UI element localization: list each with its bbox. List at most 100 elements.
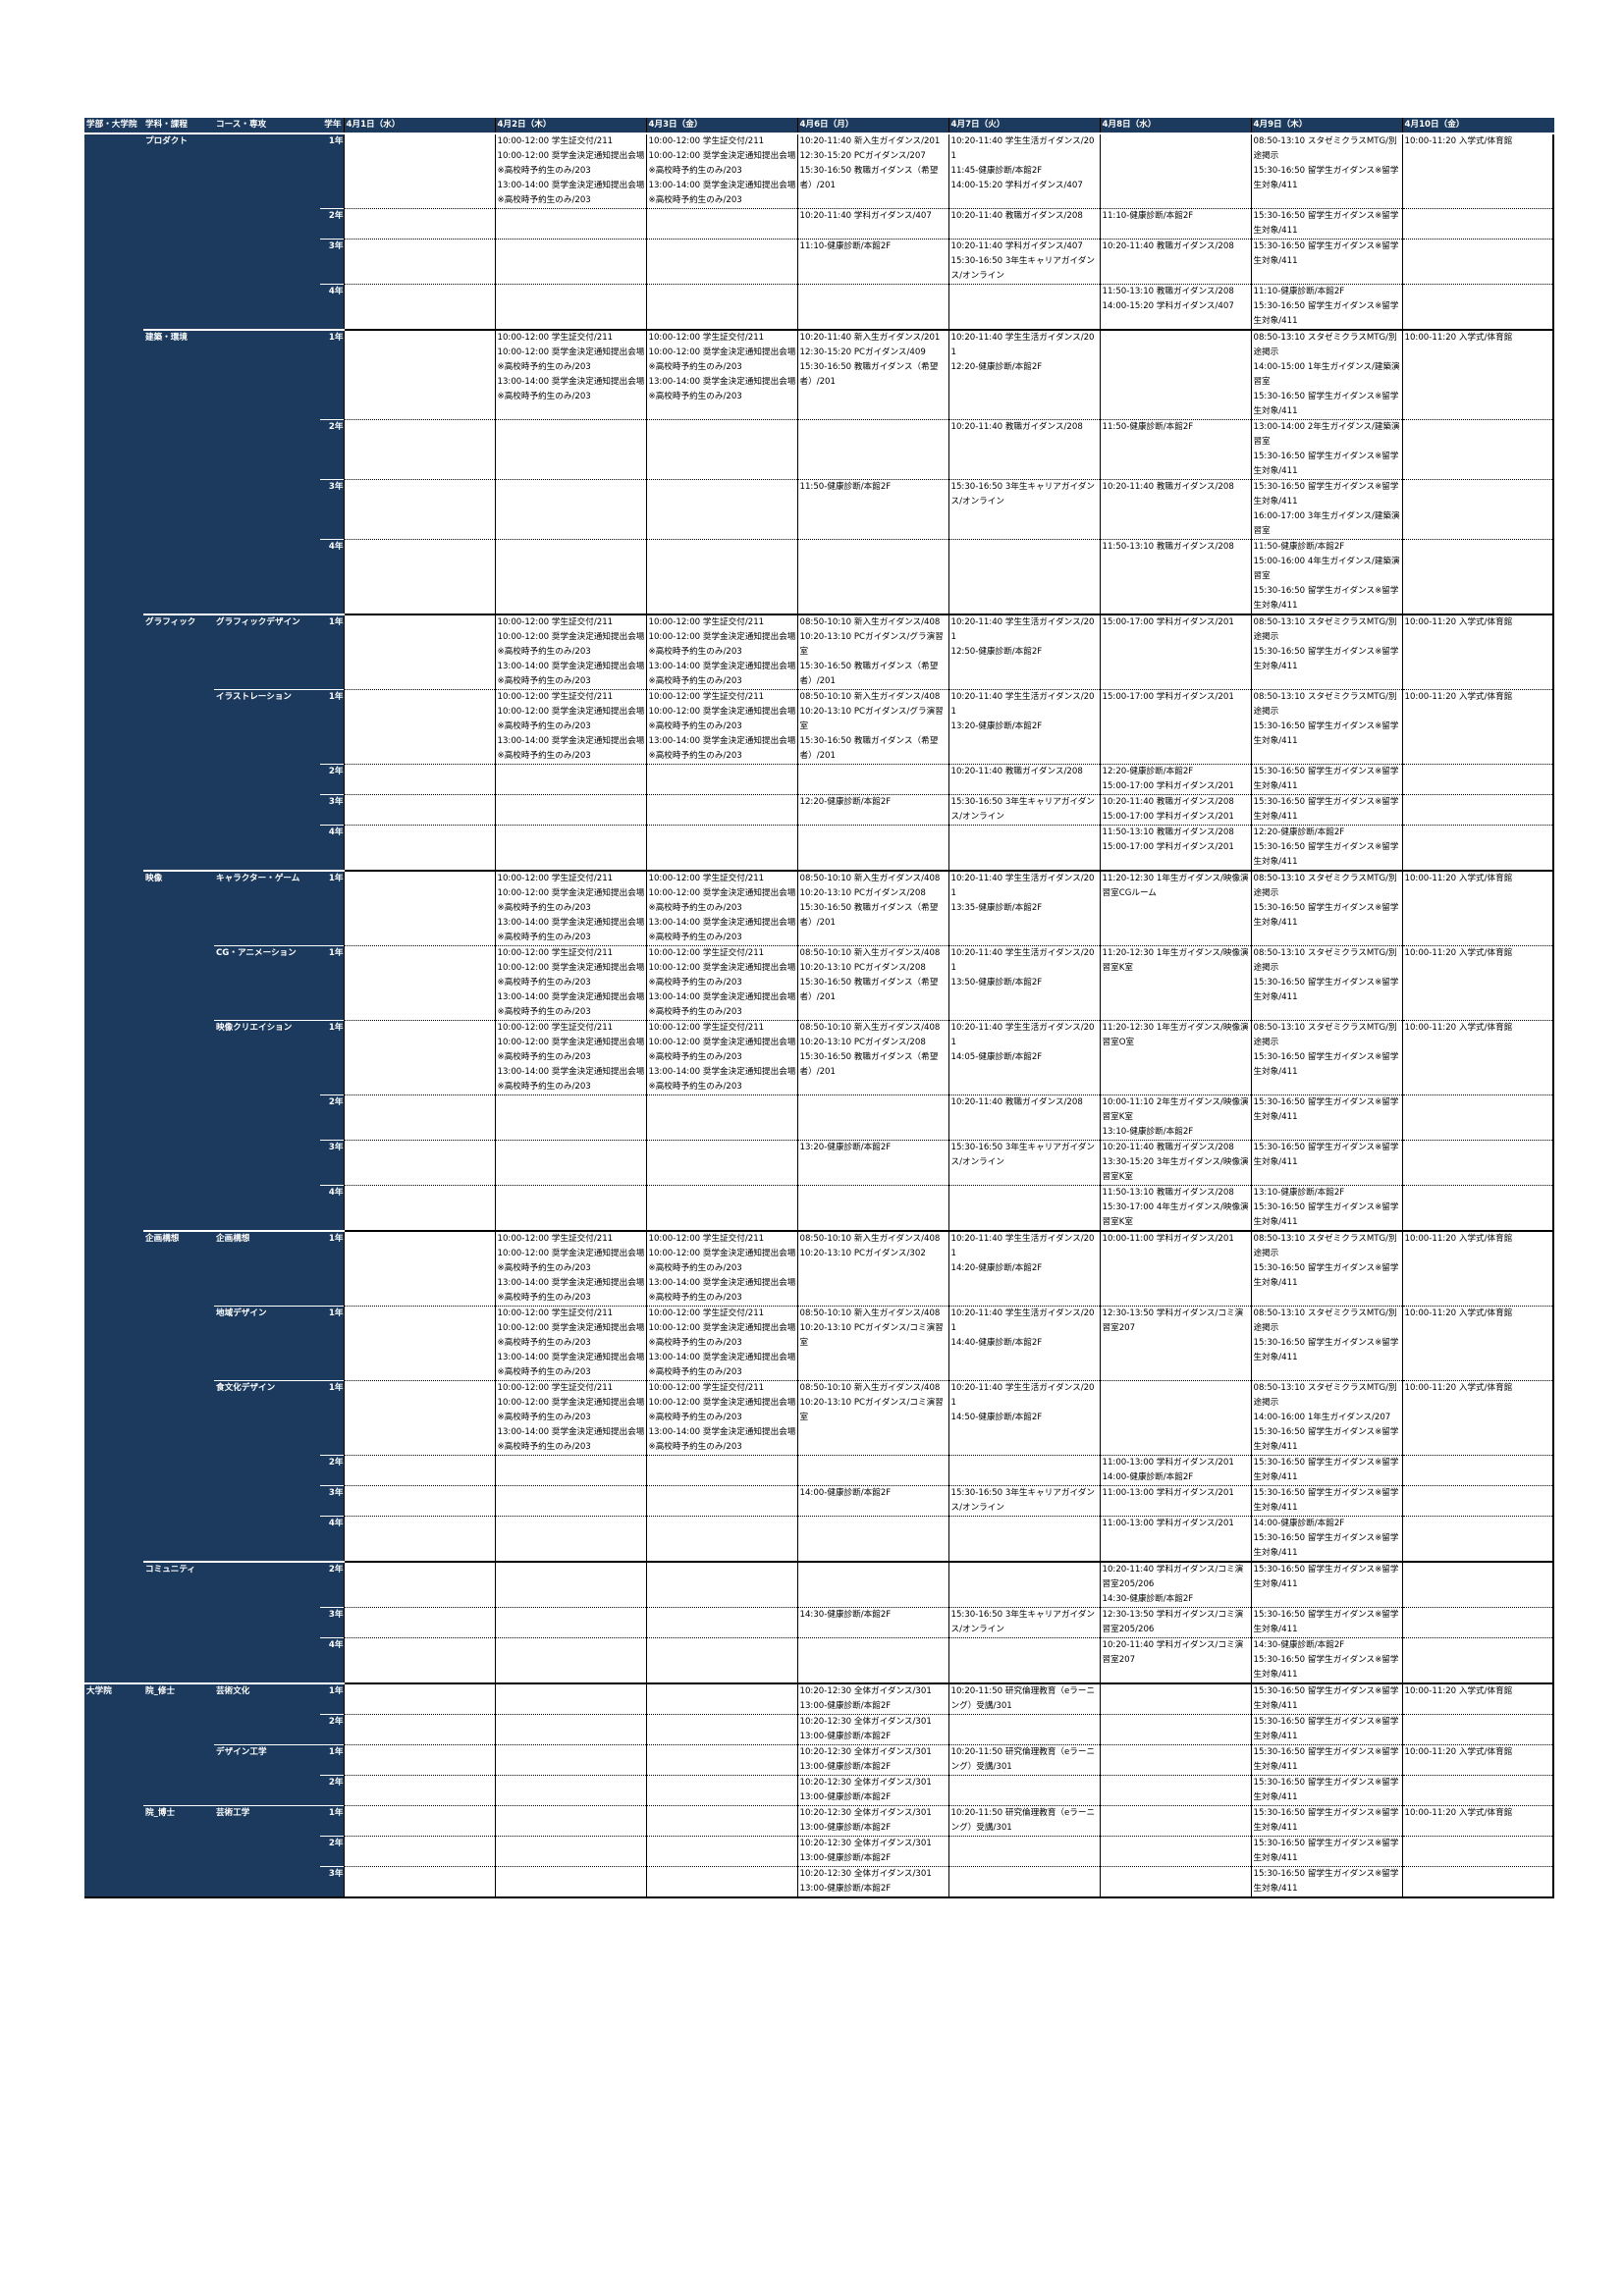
schedule-cell bbox=[645, 1561, 797, 1608]
schedule-event: 10:20-11:40 学生生活ガイダンス/201 bbox=[950, 1234, 1095, 1258]
schedule-row: イラストレーション 1年 10:00-12:00 学生証交付/211 10:00-1… bbox=[84, 689, 1554, 765]
school-label bbox=[84, 1805, 143, 1837]
year-label: 1年 bbox=[320, 1020, 344, 1095]
schedule-cell: 08:50-13:10 スタゼミクラスMTG/別途掲示 15:30-16:50 留… bbox=[1250, 1230, 1402, 1307]
dept-label bbox=[143, 1020, 214, 1095]
schedule-cell: 11:50-13:10 教職ガイダンス/208 14:00-15:20 学科ガイダ… bbox=[1099, 284, 1251, 330]
schedule-cell: 15:30-16:50 留学生ガイダンス※留学生対象/411 bbox=[1250, 1140, 1402, 1186]
schedule-event: 10:20-11:40 学生生活ガイダンス/201 bbox=[950, 1023, 1095, 1047]
schedule-cell bbox=[1099, 133, 1251, 209]
schedule-cell bbox=[645, 1140, 797, 1186]
schedule-row: 2年 10:20-12:30 全体ガイダンス/301 13:00-健康診断/本館2… bbox=[84, 1714, 1554, 1745]
schedule-event: 08:50-13:10 スタゼミクラスMTG/別途掲示 bbox=[1253, 333, 1397, 357]
dept-label bbox=[143, 689, 214, 765]
schedule-cell bbox=[1099, 1836, 1251, 1867]
schedule-event: 10:00-11:20 入学式/体育館 bbox=[1404, 1686, 1513, 1696]
dept-label bbox=[143, 764, 214, 795]
schedule-event: 14:40-健康診断/本館2F bbox=[950, 1338, 1043, 1348]
schedule-cell bbox=[645, 1744, 797, 1776]
schedule-event: 13:00-健康診断/本館2F bbox=[799, 1884, 892, 1894]
schedule-event: 08:50-13:10 スタゼミクラスMTG/別途掲示 bbox=[1253, 948, 1397, 973]
schedule-row: 院_博士 芸術工学 1年 10:20-12:30 全体ガイダンス/301 13:00-… bbox=[84, 1805, 1554, 1837]
schedule-event: 10:00-12:00 学生証交付/211 bbox=[497, 617, 614, 627]
schedule-event: 11:00-13:00 学科ガイダンス/201 bbox=[1102, 1488, 1234, 1498]
schedule-event: 15:30-16:50 留学生ガイダンス※留学生対象/411 bbox=[1253, 452, 1399, 476]
schedule-cell bbox=[343, 208, 495, 240]
course-label bbox=[214, 1485, 320, 1517]
school-label bbox=[84, 1185, 143, 1231]
schedule-cell: 10:00-11:20 入学式/体育館 bbox=[1401, 614, 1554, 690]
schedule-event: 10:00-12:00 学生証交付/211 bbox=[497, 136, 614, 146]
schedule-cell: 11:50-健康診断/本館2F 15:00-16:00 4年生ガイダンス/建築演習… bbox=[1250, 539, 1402, 614]
schedule-event: 10:00-12:00 奨学金決定通知提出会場※高校時予約生のみ/203 bbox=[648, 963, 796, 988]
schedule-event: 10:20-11:50 研究倫理教育（eラーニング）受講/301 bbox=[950, 1747, 1096, 1772]
schedule-event: 14:05-健康診断/本館2F bbox=[950, 1052, 1043, 1062]
dept-label: グラフィック bbox=[143, 614, 214, 690]
schedule-cell: 15:30-16:50 留学生ガイダンス※留学生対象/411 bbox=[1250, 239, 1402, 285]
header-date: 4月10日（金） bbox=[1401, 118, 1554, 134]
schedule-event: 10:00-11:20 入学式/体育館 bbox=[1404, 1747, 1513, 1757]
schedule-cell: 15:30-16:50 留学生ガイダンス※留学生対象/411 bbox=[1250, 1866, 1402, 1898]
schedule-cell bbox=[1401, 1775, 1554, 1806]
schedule-cell bbox=[494, 1744, 646, 1776]
schedule-event: 13:00-14:00 奨学金決定通知提出会場※高校時予約生のみ/203 bbox=[497, 1278, 645, 1303]
schedule-cell bbox=[645, 539, 797, 614]
schedule-event: 13:00-14:00 奨学金決定通知提出会場※高校時予約生のみ/203 bbox=[497, 1353, 645, 1377]
schedule-event: 13:00-14:00 奨学金決定通知提出会場※高校時予約生のみ/203 bbox=[497, 1427, 645, 1452]
schedule-event: 13:00-14:00 奨学金決定通知提出会場※高校時予約生のみ/203 bbox=[497, 181, 645, 205]
schedule-event: 14:50-健康診断/本館2F bbox=[950, 1413, 1043, 1422]
schedule-cell: 14:30-健康診断/本館2F 15:30-16:50 留学生ガイダンス※留学生対… bbox=[1250, 1637, 1402, 1683]
schedule-cell bbox=[494, 1485, 646, 1517]
schedule-event: 10:00-12:00 奨学金決定通知提出会場※高校時予約生のみ/203 bbox=[497, 347, 645, 372]
dept-label bbox=[143, 1095, 214, 1141]
dept-label bbox=[143, 1516, 214, 1562]
schedule-event: 08:50-13:10 スタゼミクラスMTG/別途掲示 bbox=[1253, 1308, 1397, 1333]
schedule-cell: 10:20-11:40 学科ガイダンス/407 bbox=[796, 208, 948, 240]
schedule-cell: 10:00-12:00 学生証交付/211 10:00-12:00 奨学金決定通知… bbox=[494, 870, 646, 946]
schedule-cell: 11:10-健康診断/本館2F bbox=[1099, 208, 1251, 240]
schedule-cell bbox=[343, 945, 495, 1021]
schedule-cell bbox=[343, 329, 495, 420]
schedule-cell bbox=[645, 1485, 797, 1517]
schedule-event: 13:00-14:00 奨学金決定通知提出会場※高校時予約生のみ/203 bbox=[648, 992, 796, 1017]
schedule-cell: 10:20-11:40 新入生ガイダンス/201 12:30-15:20 PCガイ… bbox=[796, 329, 948, 420]
year-label: 3年 bbox=[320, 1866, 344, 1898]
year-label: 2年 bbox=[320, 1561, 344, 1608]
schedule-cell: 10:00-11:20 入学式/体育館 bbox=[1401, 945, 1554, 1021]
course-label: イラストレーション bbox=[214, 689, 320, 765]
schedule-event: 11:50-13:10 教職ガイダンス/208 bbox=[1102, 287, 1234, 296]
course-label bbox=[214, 1836, 320, 1867]
schedule-event: 10:20-11:40 教職ガイダンス/208 bbox=[950, 1097, 1083, 1107]
schedule-cell: 11:00-13:00 学科ガイダンス/201 bbox=[1099, 1516, 1251, 1562]
schedule-cell: 15:30-16:50 3年生キャリアガイダンス/オンライン bbox=[947, 1485, 1100, 1517]
school-label bbox=[84, 1836, 143, 1867]
dept-label bbox=[143, 208, 214, 240]
schedule-event: 15:30-16:50 留学生ガイダンス※留学生対象/411 bbox=[1253, 586, 1399, 611]
schedule-event: 10:00-11:00 学科ガイダンス/201 bbox=[1102, 1234, 1234, 1244]
schedule-event: 15:30-16:50 留学生ガイダンス※留学生対象/411 bbox=[1253, 1097, 1399, 1122]
schedule-cell bbox=[494, 1866, 646, 1898]
schedule-event: 10:00-12:00 学生証交付/211 bbox=[497, 948, 614, 958]
schedule-event: 08:50-10:10 新入生ガイダンス/408 bbox=[799, 948, 941, 958]
schedule-cell bbox=[645, 284, 797, 330]
schedule-cell: 10:00-11:20 入学式/体育館 bbox=[1401, 1306, 1554, 1381]
schedule-cell bbox=[1401, 1607, 1554, 1638]
schedule-cell bbox=[343, 825, 495, 871]
dept-label bbox=[143, 1185, 214, 1231]
schedule-event: 10:20-13:10 PCガイダンス/208 bbox=[799, 888, 926, 898]
schedule-event: 15:00-16:00 4年生ガイダンス/建築演習室 bbox=[1253, 557, 1400, 581]
schedule-cell bbox=[1099, 1775, 1251, 1806]
schedule-event: 13:00-14:00 2年生ガイダンス/建築演習室 bbox=[1253, 422, 1400, 447]
schedule-event: 10:00-11:20 入学式/体育館 bbox=[1404, 1808, 1513, 1818]
schedule-cell bbox=[645, 1866, 797, 1898]
school-label bbox=[84, 1744, 143, 1776]
schedule-event: 12:30-15:20 PCガイダンス/409 bbox=[799, 347, 926, 357]
schedule-event: 13:00-14:00 奨学金決定通知提出会場※高校時予約生のみ/203 bbox=[648, 1278, 796, 1303]
schedule-event: 10:00-12:00 学生証交付/211 bbox=[648, 948, 765, 958]
schedule-row: 企画構想 企画構想 1年 10:00-12:00 学生証交付/211 10:00-12… bbox=[84, 1230, 1554, 1307]
schedule-cell bbox=[1099, 1682, 1251, 1715]
schedule-event: 11:20-12:30 1年生ガイダンス/映像演習室CGルーム bbox=[1102, 874, 1249, 898]
schedule-event: 15:30-16:50 留学生ガイダンス※留学生対象/411 bbox=[1253, 1778, 1399, 1802]
schedule-cell: 10:00-11:20 入学式/体育館 bbox=[1401, 1230, 1554, 1307]
schedule-cell: 10:00-12:00 学生証交付/211 10:00-12:00 奨学金決定通知… bbox=[494, 614, 646, 690]
